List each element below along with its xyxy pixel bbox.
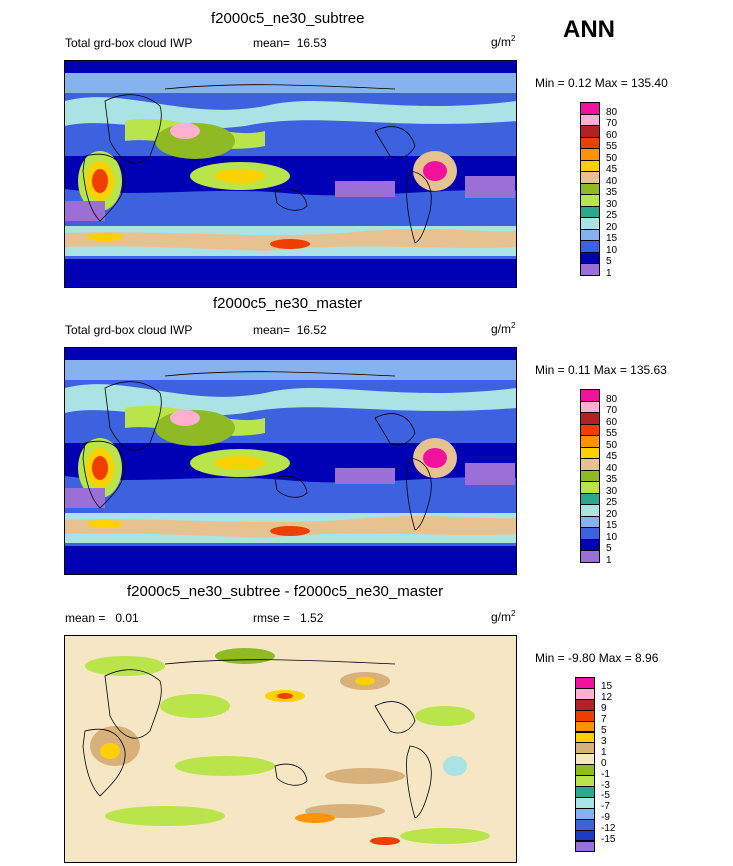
panel3-rmse-value: 1.52: [300, 611, 324, 625]
colorbar-tick-label: 30: [606, 198, 618, 210]
colorbar-tick-label: 40: [606, 462, 618, 474]
panel2-map: [64, 347, 517, 575]
colorbar-tick-label: 60: [606, 129, 618, 141]
colorbar-tick-label: 50: [606, 152, 618, 164]
colorbar-tick-label: 12: [601, 692, 613, 704]
colorbar-tick-label: 40: [606, 175, 618, 187]
colorbar-tick-label: -12: [601, 823, 616, 835]
panel3-mean: mean = 0.01: [65, 611, 139, 625]
colorbar-tick-label: 55: [606, 428, 618, 440]
colorbar-tick-label: 5: [606, 256, 612, 268]
panel1-map: [64, 60, 517, 288]
season-label: ANN: [563, 16, 615, 43]
panel3-mean-label: mean =: [65, 611, 106, 625]
colorbar-tick-label: 5: [606, 543, 612, 555]
panel1-mean-label: mean=: [253, 36, 291, 50]
colorbar-tick-label: 55: [606, 141, 618, 153]
colorbar-swatch: [575, 840, 595, 853]
panel2-minmax: Min = 0.11 Max = 135.63: [535, 363, 667, 377]
panel1-variable-label: Total grd-box cloud IWP: [65, 36, 193, 50]
colorbar-tick-label: -5: [601, 790, 610, 802]
panel3-rmse-label: rmse =: [253, 611, 291, 625]
colorbar-tick-label: 80: [606, 393, 618, 405]
colorbar-tick-label: 30: [606, 485, 618, 497]
panel1-units: g/m2: [491, 34, 516, 49]
colorbar-tick-label: 25: [606, 497, 618, 509]
panel1-mean-value: 16.53: [296, 36, 327, 50]
colorbar-tick-label: 35: [606, 187, 618, 199]
colorbar-tick-label: 70: [606, 118, 618, 130]
colorbar-tick-label: 35: [606, 474, 618, 486]
colorbar-tick-label: 70: [606, 405, 618, 417]
panel3-title: f2000c5_ne30_subtree - f2000c5_ne30_mast…: [127, 583, 444, 600]
colorbar-tick-label: 80: [606, 106, 618, 118]
panel3-map: [64, 635, 517, 863]
colorbar-tick-label: 20: [606, 508, 618, 520]
colorbar-tick-label: -1: [601, 768, 610, 780]
colorbar-tick-label: 1: [606, 554, 612, 566]
colorbar-tick-label: -15: [601, 834, 616, 846]
panel3-colorbar: 15 12 9 7 5 3 1 0 -1 -3 -5 -7 -9 -12 -15: [575, 677, 635, 857]
colorbar-tick-label: 7: [601, 714, 607, 726]
panel2-field-plot: [65, 348, 516, 574]
colorbar-tick-label: 45: [606, 451, 618, 463]
colorbar-tick-label: 10: [606, 531, 618, 543]
colorbar-tick-label: 45: [606, 164, 618, 176]
colorbar-tick-label: 25: [606, 210, 618, 222]
panel3-field-plot: [65, 636, 516, 862]
panel1-minmax: Min = 0.12 Max = 135.40: [535, 76, 668, 90]
panel2-mean-value: 16.52: [296, 323, 327, 337]
panel1-title: f2000c5_ne30_subtree: [211, 10, 365, 27]
panel2-mean: mean= 16.52: [253, 323, 327, 337]
colorbar-tick-label: 15: [606, 233, 618, 245]
colorbar-tick-label: 15: [601, 681, 613, 693]
panel2-colorbar: 80 70 60 55 50 45 40 35 30 25 20 15 10 5 1: [580, 389, 640, 569]
colorbar-tick-label: 9: [601, 703, 607, 715]
panel3-units: g/m2: [491, 609, 516, 624]
panel3-minmax: Min = -9.80 Max = 8.96: [535, 651, 659, 665]
colorbar-tick-label: -7: [601, 801, 610, 813]
colorbar-tick-label: 10: [606, 244, 618, 256]
panel2-variable-label: Total grd-box cloud IWP: [65, 323, 193, 337]
colorbar-swatch: [580, 550, 600, 563]
colorbar-tick-label: 15: [606, 520, 618, 532]
panel2-mean-label: mean=: [253, 323, 291, 337]
colorbar-tick-label: 3: [601, 735, 607, 747]
colorbar-swatch: [580, 263, 600, 276]
colorbar-tick-label: 1: [601, 746, 607, 758]
panel2-title: f2000c5_ne30_master: [213, 295, 363, 312]
colorbar-tick-label: -9: [601, 812, 610, 824]
panel3-mean-value: 0.01: [115, 611, 139, 625]
panel3-rmse: rmse = 1.52: [253, 611, 323, 625]
colorbar-tick-label: -3: [601, 779, 610, 791]
panel1-field-plot: [65, 61, 516, 287]
panel1-mean: mean= 16.53: [253, 36, 327, 50]
colorbar-tick-label: 60: [606, 416, 618, 428]
colorbar-tick-label: 50: [606, 439, 618, 451]
colorbar-tick-label: 20: [606, 221, 618, 233]
colorbar-tick-label: 1: [606, 267, 612, 279]
panel1-colorbar: 80 70 60 55 50 45 40 35 30 25 20 15 10 5 1: [580, 102, 640, 282]
colorbar-tick-label: 0: [601, 757, 607, 769]
colorbar-tick-label: 5: [601, 725, 607, 737]
panel2-units: g/m2: [491, 321, 516, 336]
